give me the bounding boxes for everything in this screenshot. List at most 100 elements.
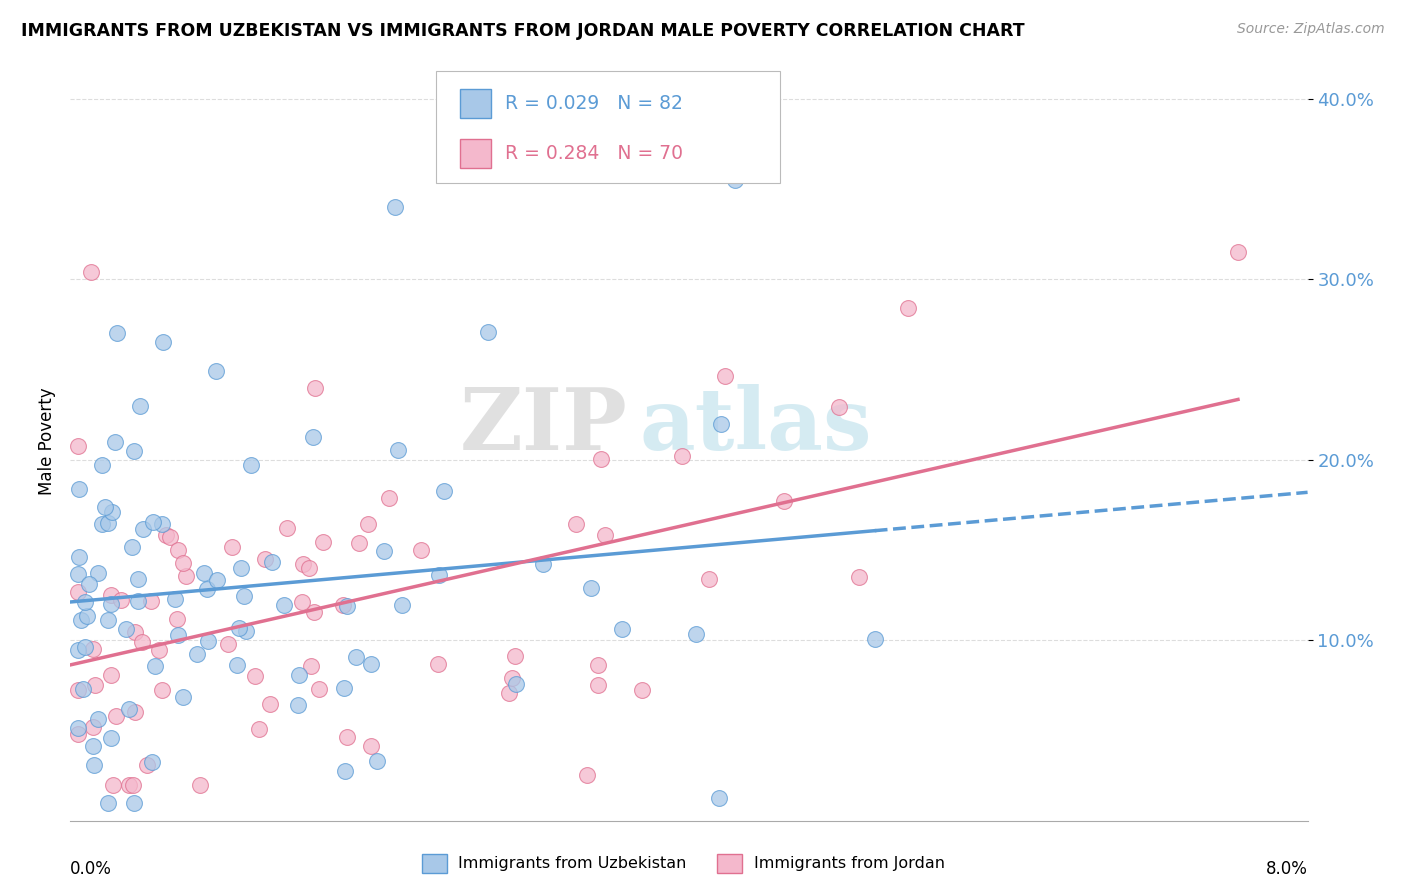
Point bbox=[391, 599, 413, 613]
Point bbox=[87, 566, 110, 581]
Point bbox=[312, 534, 335, 549]
Point bbox=[148, 642, 170, 657]
Point bbox=[100, 588, 122, 602]
Point bbox=[287, 698, 309, 712]
Point bbox=[67, 482, 90, 496]
Point bbox=[124, 443, 146, 458]
Point bbox=[172, 690, 194, 704]
Point bbox=[291, 558, 314, 572]
Point bbox=[221, 540, 243, 554]
Point bbox=[100, 668, 122, 682]
Point bbox=[67, 585, 90, 599]
Point bbox=[299, 659, 322, 673]
Point bbox=[166, 542, 188, 557]
Point bbox=[298, 561, 321, 575]
Point bbox=[335, 730, 357, 744]
Point bbox=[76, 609, 98, 624]
Point bbox=[685, 626, 707, 640]
Point bbox=[193, 566, 215, 580]
Point bbox=[127, 594, 149, 608]
Point bbox=[132, 522, 155, 536]
Point bbox=[828, 400, 851, 414]
Point bbox=[67, 683, 90, 698]
Point bbox=[127, 572, 149, 586]
Point bbox=[501, 671, 523, 685]
Point bbox=[848, 570, 870, 584]
Point bbox=[204, 364, 226, 378]
Point bbox=[612, 622, 634, 636]
Point bbox=[174, 569, 197, 583]
Point bbox=[426, 657, 449, 671]
Point bbox=[235, 624, 257, 638]
Point bbox=[104, 708, 127, 723]
Point bbox=[505, 677, 527, 691]
Point bbox=[67, 643, 90, 657]
Point bbox=[247, 722, 270, 736]
Point bbox=[159, 530, 181, 544]
Point bbox=[411, 542, 433, 557]
Text: 8.0%: 8.0% bbox=[1265, 861, 1308, 879]
Point bbox=[83, 758, 105, 772]
Point bbox=[713, 368, 735, 383]
Point bbox=[254, 552, 277, 566]
Point bbox=[67, 721, 90, 735]
Point bbox=[302, 605, 325, 619]
Point bbox=[366, 754, 388, 768]
Point bbox=[373, 543, 395, 558]
Point bbox=[122, 778, 145, 792]
Point bbox=[131, 635, 153, 649]
Point bbox=[96, 796, 118, 810]
Point bbox=[97, 613, 120, 627]
Point bbox=[84, 678, 107, 692]
Point bbox=[630, 683, 652, 698]
Point bbox=[377, 491, 399, 505]
Point bbox=[595, 528, 617, 542]
Point bbox=[82, 739, 104, 753]
Point bbox=[697, 572, 720, 586]
Point bbox=[135, 757, 157, 772]
Text: Immigrants from Jordan: Immigrants from Jordan bbox=[754, 856, 945, 871]
Point bbox=[232, 590, 254, 604]
Point bbox=[225, 657, 247, 672]
Point bbox=[243, 669, 266, 683]
Point bbox=[205, 573, 228, 587]
Point bbox=[67, 726, 90, 740]
Point bbox=[73, 640, 96, 655]
Point bbox=[105, 326, 128, 341]
Text: 0.0%: 0.0% bbox=[70, 861, 112, 879]
Point bbox=[87, 712, 110, 726]
Point bbox=[141, 755, 163, 769]
Text: R = 0.029   N = 82: R = 0.029 N = 82 bbox=[505, 94, 683, 113]
Point bbox=[150, 517, 173, 532]
Point bbox=[70, 614, 93, 628]
Point bbox=[67, 439, 90, 453]
Point bbox=[90, 458, 112, 472]
Point bbox=[82, 641, 104, 656]
Point bbox=[197, 633, 219, 648]
Point bbox=[82, 720, 104, 734]
Point bbox=[228, 621, 250, 635]
Point bbox=[172, 556, 194, 570]
Point bbox=[124, 705, 146, 719]
Point bbox=[773, 494, 796, 508]
Point bbox=[121, 541, 143, 555]
Point bbox=[291, 595, 314, 609]
Text: R = 0.284   N = 70: R = 0.284 N = 70 bbox=[505, 144, 683, 163]
Point bbox=[586, 658, 609, 673]
Text: Immigrants from Uzbekistan: Immigrants from Uzbekistan bbox=[458, 856, 686, 871]
Point bbox=[427, 568, 450, 582]
Text: ZIP: ZIP bbox=[460, 384, 627, 468]
Point bbox=[128, 400, 150, 414]
Point bbox=[80, 265, 103, 279]
Point bbox=[707, 791, 730, 805]
Point bbox=[188, 778, 211, 792]
Point bbox=[333, 681, 356, 696]
Point bbox=[308, 681, 330, 696]
Point bbox=[301, 430, 323, 444]
Point bbox=[387, 442, 409, 457]
Point bbox=[186, 647, 208, 661]
Point bbox=[142, 515, 165, 529]
Point bbox=[503, 648, 526, 663]
Point bbox=[586, 678, 609, 692]
Point bbox=[165, 592, 187, 607]
